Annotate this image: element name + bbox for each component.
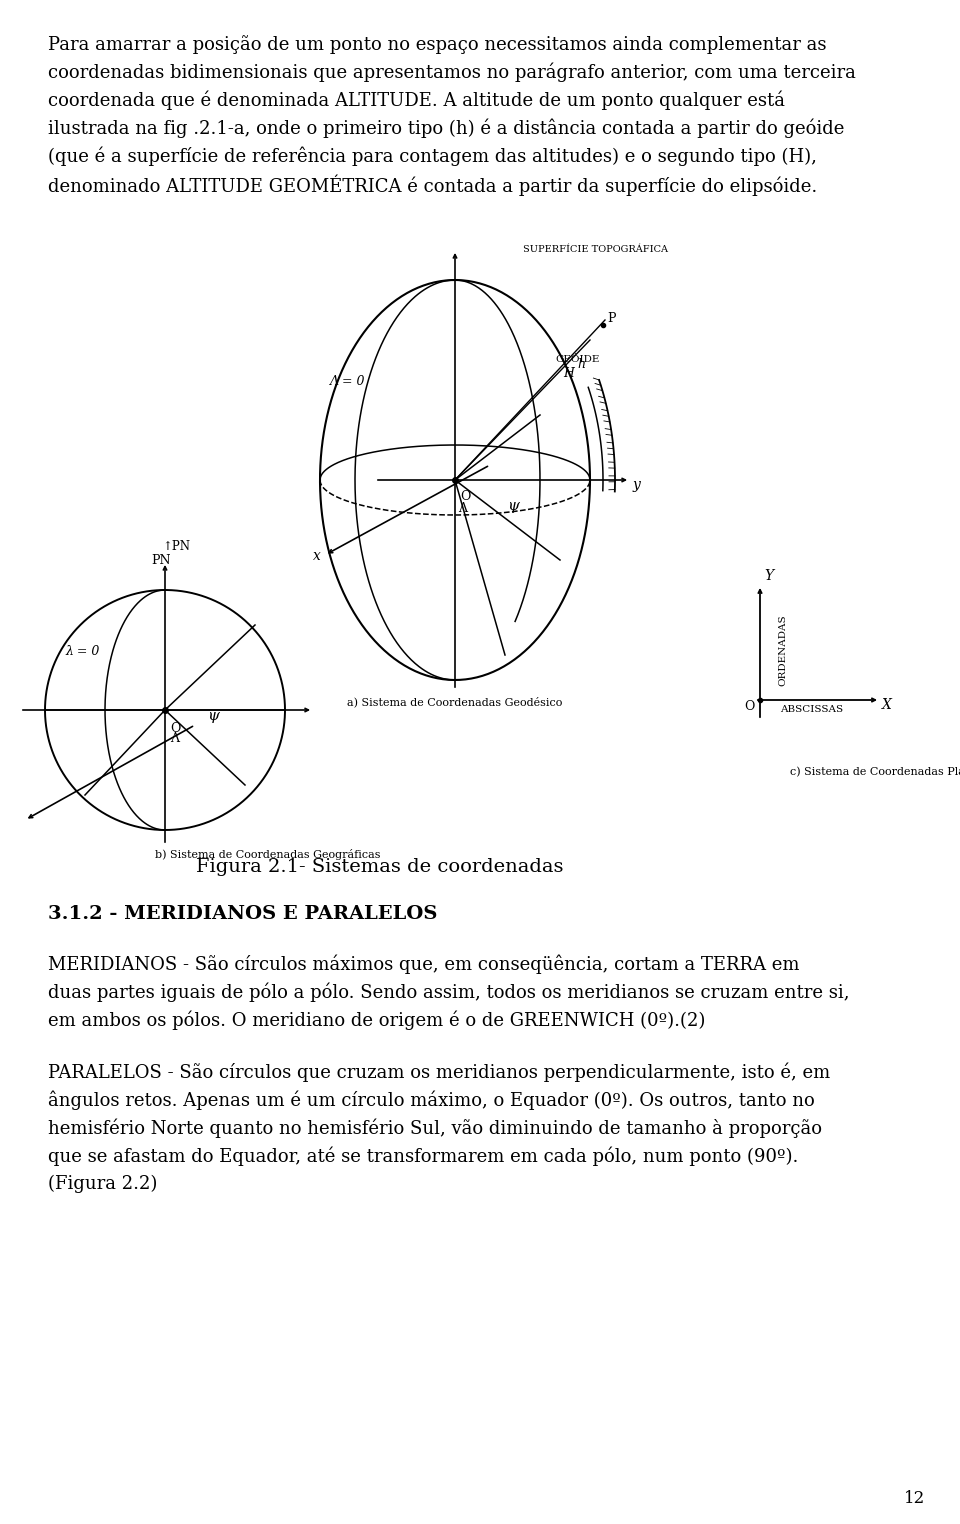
Text: y: y <box>633 479 641 492</box>
Text: PARALELOS - São círculos que cruzam os meridianos perpendicularmente, isto é, em: PARALELOS - São círculos que cruzam os m… <box>48 1064 830 1082</box>
Text: ABSCISSAS: ABSCISSAS <box>780 706 843 715</box>
Text: (Figura 2.2): (Figura 2.2) <box>48 1175 157 1193</box>
Text: a) Sistema de Coordenadas Geodésico: a) Sistema de Coordenadas Geodésico <box>348 696 563 707</box>
Text: b) Sistema de Coordenadas Geográficas: b) Sistema de Coordenadas Geográficas <box>155 849 380 860</box>
Text: λ = 0: λ = 0 <box>65 645 100 658</box>
Text: PN: PN <box>151 555 171 567</box>
Text: Λ = 0: Λ = 0 <box>330 375 366 389</box>
Text: ψ: ψ <box>207 709 219 722</box>
Text: Para amarrar a posição de um ponto no espaço necessitamos ainda complementar as: Para amarrar a posição de um ponto no es… <box>48 35 827 53</box>
Text: duas partes iguais de pólo a pólo. Sendo assim, todos os meridianos se cruzam en: duas partes iguais de pólo a pólo. Sendo… <box>48 983 850 1003</box>
Text: SUPERFÍCIE TOPOGRÁFICA: SUPERFÍCIE TOPOGRÁFICA <box>523 245 668 255</box>
Text: 3.1.2 - MERIDIANOS E PARALELOS: 3.1.2 - MERIDIANOS E PARALELOS <box>48 905 438 924</box>
Text: coordenada que é denominada ALTITUDE. A altitude de um ponto qualquer está: coordenada que é denominada ALTITUDE. A … <box>48 91 785 111</box>
Text: O: O <box>744 700 755 713</box>
Text: P: P <box>607 312 615 325</box>
Text: (que é a superfície de referência para contagem das altitudes) e o segundo tipo : (que é a superfície de referência para c… <box>48 146 817 166</box>
Text: Figura 2.1- Sistemas de coordenadas: Figura 2.1- Sistemas de coordenadas <box>196 858 564 876</box>
Text: MERIDIANOS - São círculos máximos que, em conseqüência, cortam a TERRA em: MERIDIANOS - São círculos máximos que, e… <box>48 956 800 974</box>
Text: O: O <box>460 491 470 503</box>
Text: x: x <box>313 549 321 562</box>
Text: Y: Y <box>764 568 773 584</box>
Text: X: X <box>882 698 892 712</box>
Text: hemisfério Norte quanto no hemisfério Sul, vão diminuindo de tamanho à proporção: hemisfério Norte quanto no hemisfério Su… <box>48 1119 822 1138</box>
Text: ângulos retos. Apenas um é um círculo máximo, o Equador (0º). Os outros, tanto n: ângulos retos. Apenas um é um círculo má… <box>48 1091 815 1111</box>
Text: H: H <box>563 367 574 379</box>
Text: 12: 12 <box>904 1490 925 1507</box>
Text: em ambos os pólos. O meridiano de origem é o de GREENWICH (0º).(2): em ambos os pólos. O meridiano de origem… <box>48 1010 706 1030</box>
Text: ilustrada na fig .2.1-a, onde o primeiro tipo (h) é a distância contada a partir: ilustrada na fig .2.1-a, onde o primeiro… <box>48 119 845 139</box>
Text: h: h <box>577 358 585 370</box>
Text: c) Sistema de Coordenadas Plano: c) Sistema de Coordenadas Plano <box>790 767 960 777</box>
Text: coordenadas bidimensionais que apresentamos no parágrafo anterior, com uma terce: coordenadas bidimensionais que apresenta… <box>48 62 856 82</box>
Text: ORDENADAS: ORDENADAS <box>778 614 787 686</box>
Text: denominado ALTITUDE GEOMÉTRICA é contada a partir da superfície do elipsóide.: denominado ALTITUDE GEOMÉTRICA é contada… <box>48 175 817 197</box>
Text: ↑PN: ↑PN <box>162 539 190 553</box>
Text: que se afastam do Equador, até se transformarem em cada pólo, num ponto (90º).: que se afastam do Equador, até se transf… <box>48 1148 799 1166</box>
Text: O: O <box>170 722 180 735</box>
Text: ψ: ψ <box>507 498 519 514</box>
Text: Λ: Λ <box>170 732 179 745</box>
Text: Λ: Λ <box>458 501 467 515</box>
Text: GEÓIDE: GEÓIDE <box>555 355 599 364</box>
